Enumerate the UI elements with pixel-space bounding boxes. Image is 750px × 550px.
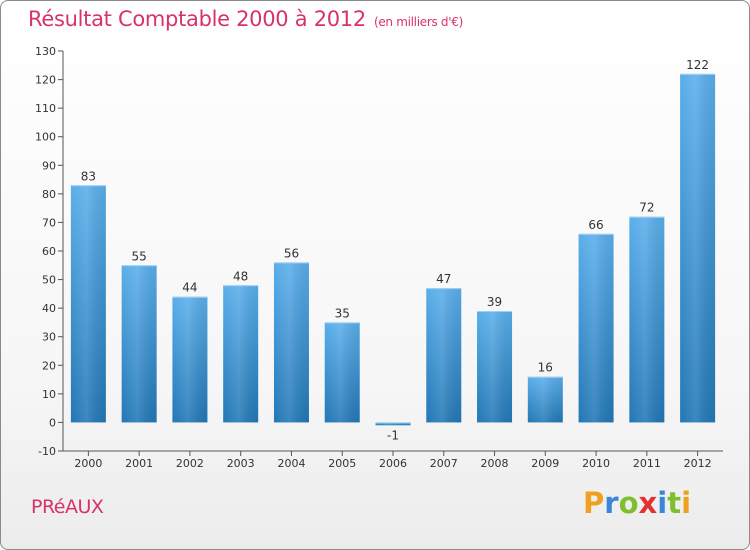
chart-subtitle: (en milliers d'€) xyxy=(373,15,463,29)
bar-shine xyxy=(629,216,665,423)
x-tick-label: 2002 xyxy=(176,457,204,470)
data-label: 39 xyxy=(487,295,502,309)
bars-group xyxy=(70,73,716,426)
x-tick-label: 2011 xyxy=(633,457,661,470)
y-tick-label: 130 xyxy=(35,45,56,58)
y-tick-label: -10 xyxy=(38,445,56,458)
y-tick-label: 0 xyxy=(49,416,56,429)
x-tick-label: 2006 xyxy=(379,457,407,470)
bar-shine xyxy=(172,296,208,423)
x-tick-label: 2003 xyxy=(227,457,255,470)
data-labels-group: 83 55 44 48 56 35 -1 47 39 16 66 72 122 xyxy=(81,58,709,442)
x-tick-label: 2009 xyxy=(531,457,559,470)
data-label: 47 xyxy=(436,272,451,286)
bar-shine xyxy=(223,285,259,423)
y-tick-label: 50 xyxy=(42,274,56,287)
y-tick-label: 120 xyxy=(35,74,56,87)
logo-letter: t xyxy=(667,486,682,520)
logo-letter: P xyxy=(583,486,605,520)
x-tick-label: 2007 xyxy=(430,457,458,470)
x-tick-label: 2012 xyxy=(684,457,712,470)
bar-shine xyxy=(70,185,106,423)
bar-shine xyxy=(527,376,563,423)
x-axis: 2000 2001 2002 2003 2004 2005 2006 2007 2008 2009… xyxy=(63,450,723,470)
y-tick-label: 70 xyxy=(42,216,56,229)
data-label: 66 xyxy=(588,218,603,232)
y-tick-label: 110 xyxy=(35,102,56,115)
y-tick-label: 10 xyxy=(42,388,56,401)
data-label: 55 xyxy=(132,249,147,263)
y-tick-label: 90 xyxy=(42,159,56,172)
logo-letter: r xyxy=(604,486,619,520)
x-tick-label: 2008 xyxy=(481,457,509,470)
logo-letter: i xyxy=(657,486,668,520)
bar-shine xyxy=(578,233,614,423)
logo-letter: i xyxy=(681,486,692,520)
y-tick-label: 60 xyxy=(42,245,56,258)
chart-title: Résultat Comptable 2000 à 2012 (en millie… xyxy=(28,7,463,31)
data-label: 48 xyxy=(233,269,248,283)
place-name: PRéAUX xyxy=(31,496,104,518)
y-axis: -10 0 10 20 30 40 50 60 70 80 90 100 110 120 130 xyxy=(35,45,64,458)
y-tick-label: 100 xyxy=(35,131,56,144)
y-tick-label: 80 xyxy=(42,188,56,201)
logo-letter: x xyxy=(638,486,658,520)
bar-shine xyxy=(426,288,462,423)
data-label: 44 xyxy=(182,281,197,295)
bar-shine xyxy=(375,422,411,426)
data-label: 83 xyxy=(81,169,96,183)
x-tick-label: 2010 xyxy=(582,457,610,470)
bar-shine xyxy=(121,265,157,423)
x-tick-label: 2000 xyxy=(74,457,102,470)
data-label: 72 xyxy=(639,201,654,215)
x-tick-label: 2004 xyxy=(277,457,305,470)
bar-shine xyxy=(477,311,513,423)
bar-shine xyxy=(273,262,309,423)
data-label: -1 xyxy=(387,428,399,442)
data-label: 35 xyxy=(335,306,350,320)
x-tick-label: 2001 xyxy=(125,457,153,470)
y-tick-label: 20 xyxy=(42,359,56,372)
logo-letter: o xyxy=(618,486,639,520)
bar-shine xyxy=(680,73,716,423)
proxiti-logo: Proxiti xyxy=(583,486,691,520)
data-label: 56 xyxy=(284,246,299,260)
x-tick-label: 2005 xyxy=(328,457,356,470)
y-tick-label: 30 xyxy=(42,331,56,344)
data-label: 122 xyxy=(686,58,709,72)
chart-title-main: Résultat Comptable 2000 à 2012 xyxy=(28,7,366,31)
data-label: 16 xyxy=(538,361,553,375)
y-tick-label: 40 xyxy=(42,302,56,315)
bar-shine xyxy=(324,322,360,423)
